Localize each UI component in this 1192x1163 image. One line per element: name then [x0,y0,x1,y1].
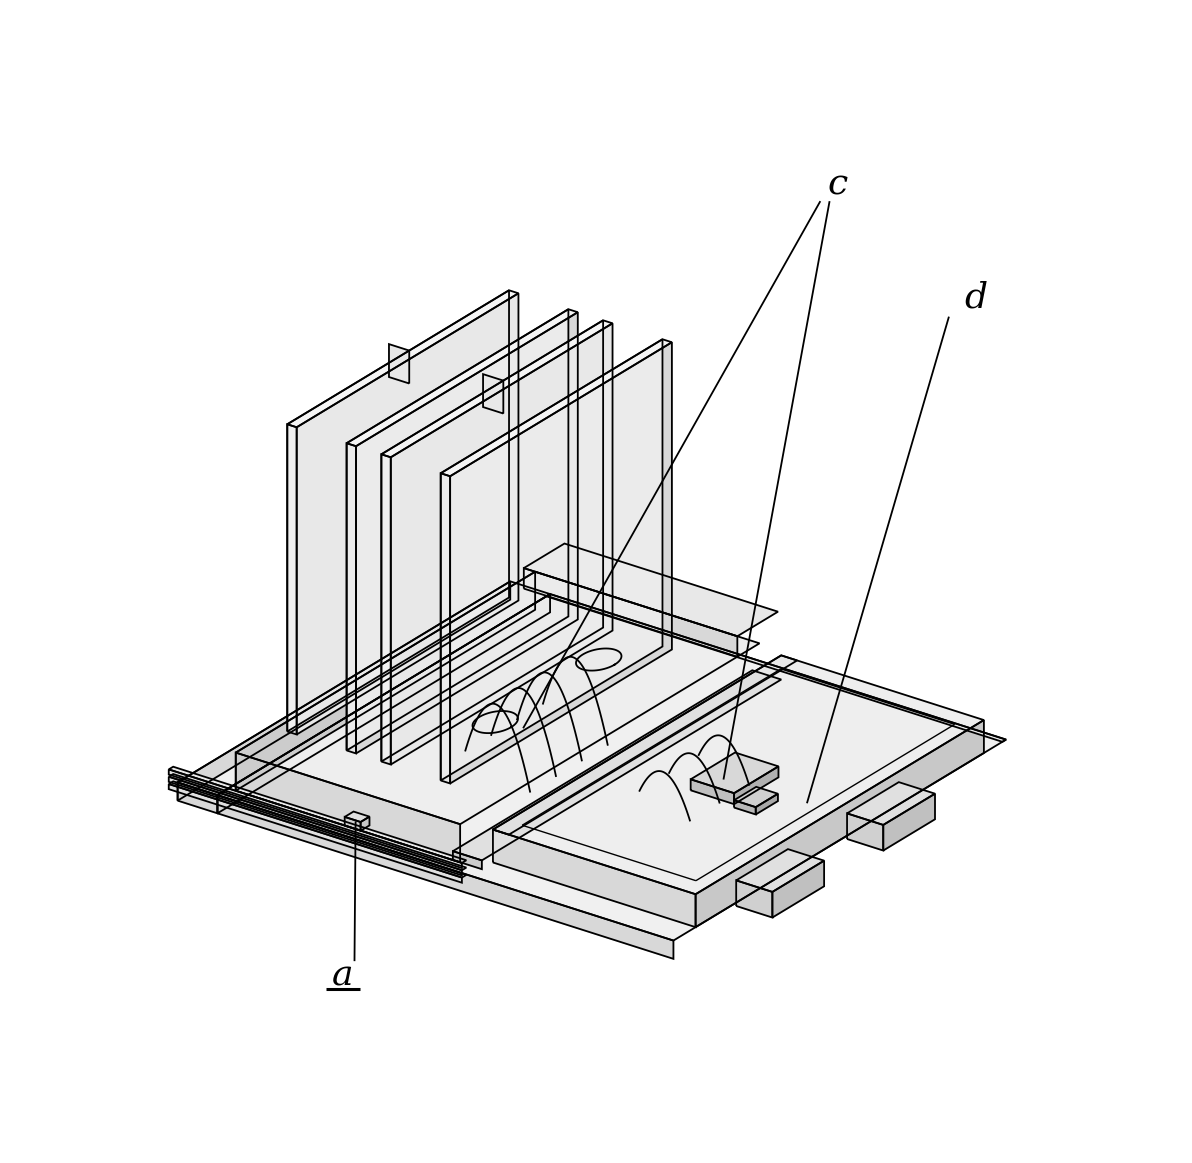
Polygon shape [772,861,824,918]
Text: c: c [827,167,848,201]
Polygon shape [356,312,578,754]
Polygon shape [546,594,1006,742]
Polygon shape [493,656,797,835]
Polygon shape [344,812,370,822]
Polygon shape [848,783,935,825]
Polygon shape [287,424,297,735]
Polygon shape [236,572,535,791]
Polygon shape [217,594,550,813]
Polygon shape [236,572,759,825]
Polygon shape [236,752,460,862]
Polygon shape [347,309,569,750]
Polygon shape [169,770,461,868]
Polygon shape [217,594,1006,941]
Polygon shape [441,340,663,780]
Polygon shape [453,851,482,869]
Polygon shape [734,800,756,814]
Polygon shape [178,582,550,795]
Polygon shape [883,793,935,850]
Polygon shape [696,720,983,927]
Polygon shape [389,344,409,384]
Polygon shape [453,670,781,861]
Polygon shape [169,782,466,878]
Polygon shape [169,777,461,876]
Polygon shape [381,455,391,764]
Polygon shape [441,473,451,784]
Polygon shape [217,795,673,958]
Polygon shape [344,816,361,830]
Polygon shape [756,794,778,814]
Polygon shape [381,320,603,762]
Polygon shape [178,582,510,800]
Polygon shape [493,829,696,927]
Polygon shape [178,783,217,813]
Polygon shape [169,766,466,863]
Polygon shape [381,320,613,457]
Polygon shape [734,787,778,807]
Polygon shape [737,849,824,892]
Polygon shape [297,293,519,735]
Polygon shape [391,323,613,764]
Text: a: a [333,958,354,992]
Polygon shape [287,291,519,427]
Polygon shape [690,779,734,804]
Polygon shape [523,568,738,657]
Polygon shape [690,752,778,793]
Polygon shape [848,813,883,850]
Polygon shape [523,543,778,636]
Polygon shape [169,784,461,883]
Polygon shape [483,374,503,414]
Polygon shape [737,880,772,918]
Polygon shape [734,766,778,804]
Polygon shape [347,443,356,754]
Polygon shape [361,816,370,830]
Polygon shape [493,656,983,894]
Text: d: d [964,280,987,314]
Polygon shape [347,309,578,447]
Polygon shape [169,775,466,870]
Polygon shape [451,342,672,784]
Polygon shape [441,340,672,476]
Polygon shape [287,291,509,732]
